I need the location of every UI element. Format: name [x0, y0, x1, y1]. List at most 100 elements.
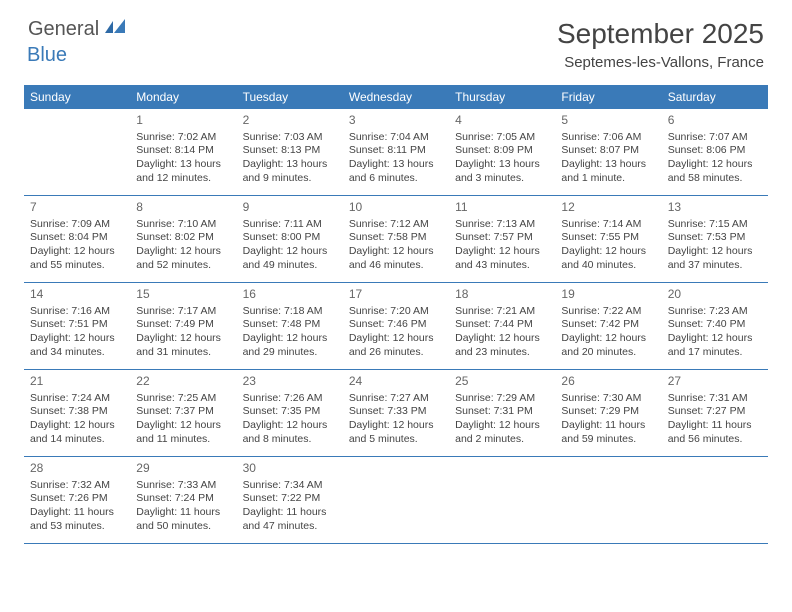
brand-part1: General	[28, 18, 99, 41]
calendar-empty	[449, 457, 555, 543]
sunrise-text: Sunrise: 7:04 AM	[349, 131, 443, 145]
day-number: 5	[561, 113, 655, 129]
daylight-text: Daylight: 12 hours and 11 minutes.	[136, 419, 230, 446]
sunrise-text: Sunrise: 7:24 AM	[30, 392, 124, 406]
daylight-text: Daylight: 12 hours and 17 minutes.	[668, 332, 762, 359]
day-number: 1	[136, 113, 230, 129]
calendar-day: 26Sunrise: 7:30 AMSunset: 7:29 PMDayligh…	[555, 370, 661, 456]
sunrise-text: Sunrise: 7:26 AM	[243, 392, 337, 406]
sunset-text: Sunset: 7:58 PM	[349, 231, 443, 245]
location-label: Septemes-les-Vallons, France	[557, 54, 764, 71]
calendar-empty	[555, 457, 661, 543]
calendar-day: 22Sunrise: 7:25 AMSunset: 7:37 PMDayligh…	[130, 370, 236, 456]
title-block: September 2025 Septemes-les-Vallons, Fra…	[557, 18, 764, 71]
brand-part2: Blue	[27, 44, 67, 66]
day-number: 13	[668, 200, 762, 216]
dayheader-wed: Wednesday	[343, 85, 449, 109]
sunrise-text: Sunrise: 7:32 AM	[30, 479, 124, 493]
daylight-text: Daylight: 12 hours and 58 minutes.	[668, 158, 762, 185]
daylight-text: Daylight: 11 hours and 47 minutes.	[243, 506, 337, 533]
daylight-text: Daylight: 12 hours and 2 minutes.	[455, 419, 549, 446]
daylight-text: Daylight: 12 hours and 40 minutes.	[561, 245, 655, 272]
daylight-text: Daylight: 12 hours and 29 minutes.	[243, 332, 337, 359]
month-title: September 2025	[557, 18, 764, 50]
day-number: 12	[561, 200, 655, 216]
sunrise-text: Sunrise: 7:03 AM	[243, 131, 337, 145]
calendar-day: 20Sunrise: 7:23 AMSunset: 7:40 PMDayligh…	[662, 283, 768, 369]
sunrise-text: Sunrise: 7:31 AM	[668, 392, 762, 406]
calendar-day: 5Sunrise: 7:06 AMSunset: 8:07 PMDaylight…	[555, 109, 661, 195]
sunset-text: Sunset: 8:09 PM	[455, 144, 549, 158]
sunset-text: Sunset: 8:00 PM	[243, 231, 337, 245]
sunset-text: Sunset: 8:13 PM	[243, 144, 337, 158]
calendar-empty	[662, 457, 768, 543]
day-number: 22	[136, 374, 230, 390]
sunset-text: Sunset: 7:37 PM	[136, 405, 230, 419]
sunrise-text: Sunrise: 7:29 AM	[455, 392, 549, 406]
calendar-day: 9Sunrise: 7:11 AMSunset: 8:00 PMDaylight…	[237, 196, 343, 282]
day-number: 21	[30, 374, 124, 390]
sunrise-text: Sunrise: 7:09 AM	[30, 218, 124, 232]
calendar-day: 25Sunrise: 7:29 AMSunset: 7:31 PMDayligh…	[449, 370, 555, 456]
sunset-text: Sunset: 7:53 PM	[668, 231, 762, 245]
day-number: 10	[349, 200, 443, 216]
day-number: 8	[136, 200, 230, 216]
brand-part2-wrap: Blue	[28, 44, 67, 67]
sunset-text: Sunset: 8:14 PM	[136, 144, 230, 158]
calendar-day: 19Sunrise: 7:22 AMSunset: 7:42 PMDayligh…	[555, 283, 661, 369]
calendar-day: 11Sunrise: 7:13 AMSunset: 7:57 PMDayligh…	[449, 196, 555, 282]
day-number: 17	[349, 287, 443, 303]
daylight-text: Daylight: 12 hours and 49 minutes.	[243, 245, 337, 272]
calendar-day: 30Sunrise: 7:34 AMSunset: 7:22 PMDayligh…	[237, 457, 343, 543]
day-number: 9	[243, 200, 337, 216]
day-number: 15	[136, 287, 230, 303]
day-number: 7	[30, 200, 124, 216]
calendar-day: 3Sunrise: 7:04 AMSunset: 8:11 PMDaylight…	[343, 109, 449, 195]
calendar-week: 1Sunrise: 7:02 AMSunset: 8:14 PMDaylight…	[24, 109, 768, 196]
calendar-day: 2Sunrise: 7:03 AMSunset: 8:13 PMDaylight…	[237, 109, 343, 195]
calendar: Sunday Monday Tuesday Wednesday Thursday…	[24, 85, 768, 544]
calendar-day: 10Sunrise: 7:12 AMSunset: 7:58 PMDayligh…	[343, 196, 449, 282]
day-number: 19	[561, 287, 655, 303]
daylight-text: Daylight: 12 hours and 20 minutes.	[561, 332, 655, 359]
dayheader-sat: Saturday	[662, 85, 768, 109]
header: General September 2025 Septemes-les-Vall…	[0, 0, 792, 77]
calendar-day: 17 Sunrise: 7:20 AMSunset: 7:46 PMDayligh…	[343, 283, 449, 369]
daylight-text: Daylight: 12 hours and 26 minutes.	[349, 332, 443, 359]
calendar-day: 28Sunrise: 7:32 AMSunset: 7:26 PMDayligh…	[24, 457, 130, 543]
calendar-day: 18Sunrise: 7:21 AMSunset: 7:44 PMDayligh…	[449, 283, 555, 369]
calendar-week: 28Sunrise: 7:32 AMSunset: 7:26 PMDayligh…	[24, 457, 768, 544]
sunset-text: Sunset: 7:33 PM	[349, 405, 443, 419]
sunset-text: Sunset: 7:31 PM	[455, 405, 549, 419]
dayheader-thu: Thursday	[449, 85, 555, 109]
daylight-text: Daylight: 12 hours and 55 minutes.	[30, 245, 124, 272]
sunset-text: Sunset: 7:55 PM	[561, 231, 655, 245]
daylight-text: Daylight: 12 hours and 8 minutes.	[243, 419, 337, 446]
dayheader-sun: Sunday	[24, 85, 130, 109]
sunrise-text: Sunrise: 7:34 AM	[243, 479, 337, 493]
day-number: 23	[243, 374, 337, 390]
sunset-text: Sunset: 7:49 PM	[136, 318, 230, 332]
flag-icon	[105, 19, 127, 40]
sunset-text: Sunset: 7:26 PM	[30, 492, 124, 506]
calendar-day: 12Sunrise: 7:14 AMSunset: 7:55 PMDayligh…	[555, 196, 661, 282]
sunset-text: Sunset: 8:07 PM	[561, 144, 655, 158]
calendar-day: 27Sunrise: 7:31 AMSunset: 7:27 PMDayligh…	[662, 370, 768, 456]
dayheader-mon: Monday	[130, 85, 236, 109]
sunrise-text: Sunrise: 7:22 AM	[561, 305, 655, 319]
day-number: 30	[243, 461, 337, 477]
sunrise-text: Sunrise: 7:06 AM	[561, 131, 655, 145]
sunrise-text: Sunrise: 7:16 AM	[30, 305, 124, 319]
day-number: 24	[349, 374, 443, 390]
sunrise-text: Sunrise: 7:15 AM	[668, 218, 762, 232]
sunrise-text: Sunrise: 7:18 AM	[243, 305, 337, 319]
dayheader-fri: Friday	[555, 85, 661, 109]
dayheader-tue: Tuesday	[237, 85, 343, 109]
sunset-text: Sunset: 7:46 PM	[349, 318, 443, 332]
day-number: 18	[455, 287, 549, 303]
daylight-text: Daylight: 11 hours and 56 minutes.	[668, 419, 762, 446]
sunset-text: Sunset: 7:57 PM	[455, 231, 549, 245]
daylight-text: Daylight: 11 hours and 53 minutes.	[30, 506, 124, 533]
sunrise-text: Sunrise: 7:05 AM	[455, 131, 549, 145]
sunrise-text: Sunrise: 7:20 AM	[349, 305, 443, 319]
